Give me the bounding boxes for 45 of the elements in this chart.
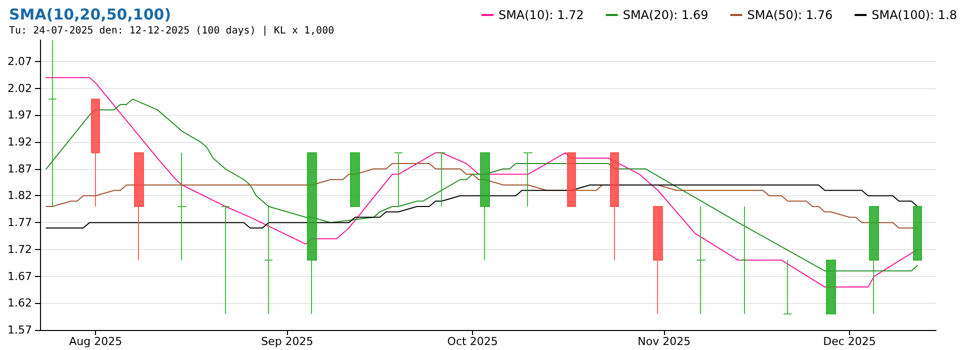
candlestick xyxy=(913,206,922,261)
line-series xyxy=(46,184,918,228)
candlestick xyxy=(264,206,273,314)
x-tick-label: Sep 2025 xyxy=(261,335,314,348)
line-series xyxy=(46,98,918,272)
y-tick-label: 1.97 xyxy=(8,108,32,122)
candlestick xyxy=(307,152,317,314)
candlestick xyxy=(869,206,879,314)
y-tick-label: 1.67 xyxy=(8,270,32,283)
candlestick xyxy=(480,152,490,261)
y-tick-label: 1.87 xyxy=(8,162,32,176)
y-tick-label: 1.57 xyxy=(8,324,32,336)
candlestick xyxy=(523,152,533,207)
y-tick-label: 2.07 xyxy=(8,54,32,68)
candlestick xyxy=(610,152,619,261)
x-tick-label: Nov 2025 xyxy=(638,335,691,348)
legend-label: SMA(50): 1.76 xyxy=(747,8,833,22)
y-tick-label: 1.82 xyxy=(8,189,32,202)
candlestick xyxy=(177,152,187,261)
y-tick-label: 1.62 xyxy=(8,296,32,310)
y-tick-label: 1.77 xyxy=(8,216,32,230)
candlestick xyxy=(437,152,446,207)
y-tick-label: 1.92 xyxy=(8,136,32,149)
candlestick xyxy=(696,206,706,314)
candlestick xyxy=(350,152,360,207)
legend-label: SMA(100): 1.8 xyxy=(872,8,957,22)
x-tick-label: Aug 2025 xyxy=(69,335,122,348)
y-tick-label: 1.72 xyxy=(8,242,32,256)
candlestick xyxy=(91,98,100,207)
candlestick xyxy=(740,206,749,314)
candlestick xyxy=(567,152,576,207)
candlestick xyxy=(394,152,403,207)
candlestick xyxy=(221,206,230,314)
candlestick xyxy=(826,260,836,314)
y-tick-label: 2.02 xyxy=(8,82,32,95)
candlestick xyxy=(134,152,144,261)
legend-label: SMA(10): 1.72 xyxy=(498,8,584,22)
candlestick xyxy=(653,206,663,314)
x-tick-label: Oct 2025 xyxy=(447,335,498,348)
candlestick xyxy=(783,260,792,314)
candlestick xyxy=(48,40,57,207)
legend-label: SMA(20): 1.69 xyxy=(622,8,708,22)
x-tick-label: Dec 2025 xyxy=(823,335,876,348)
chart-title: SMA(10,20,50,100) xyxy=(9,6,172,24)
chart-subtitle: Tu: 24-07-2025 den: 12-12-2025 (100 days) | KL x 1,000 xyxy=(9,26,334,36)
